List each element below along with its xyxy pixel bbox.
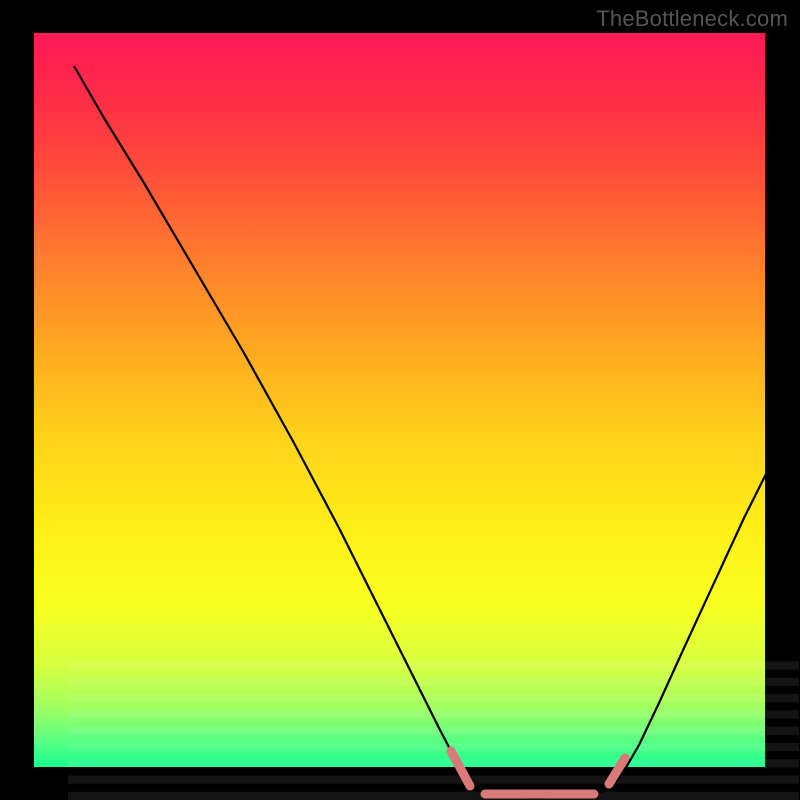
gradient-band bbox=[68, 678, 799, 686]
highlight-marker bbox=[451, 751, 470, 786]
watermark-text: TheBottleneck.com bbox=[596, 6, 788, 32]
plot-area bbox=[34, 33, 765, 767]
gradient-band bbox=[68, 727, 799, 735]
gradient-band bbox=[68, 694, 799, 702]
gradient-band bbox=[68, 661, 799, 669]
gradient-band bbox=[68, 743, 799, 751]
gradient-band bbox=[68, 792, 799, 800]
gradient-band bbox=[68, 710, 799, 718]
highlight-marker bbox=[609, 758, 625, 784]
chart-container: TheBottleneck.com bbox=[0, 0, 800, 800]
gradient-band bbox=[68, 759, 799, 767]
gradient-band bbox=[68, 776, 799, 784]
chart-svg bbox=[34, 33, 800, 800]
bottleneck-curve bbox=[74, 66, 799, 798]
